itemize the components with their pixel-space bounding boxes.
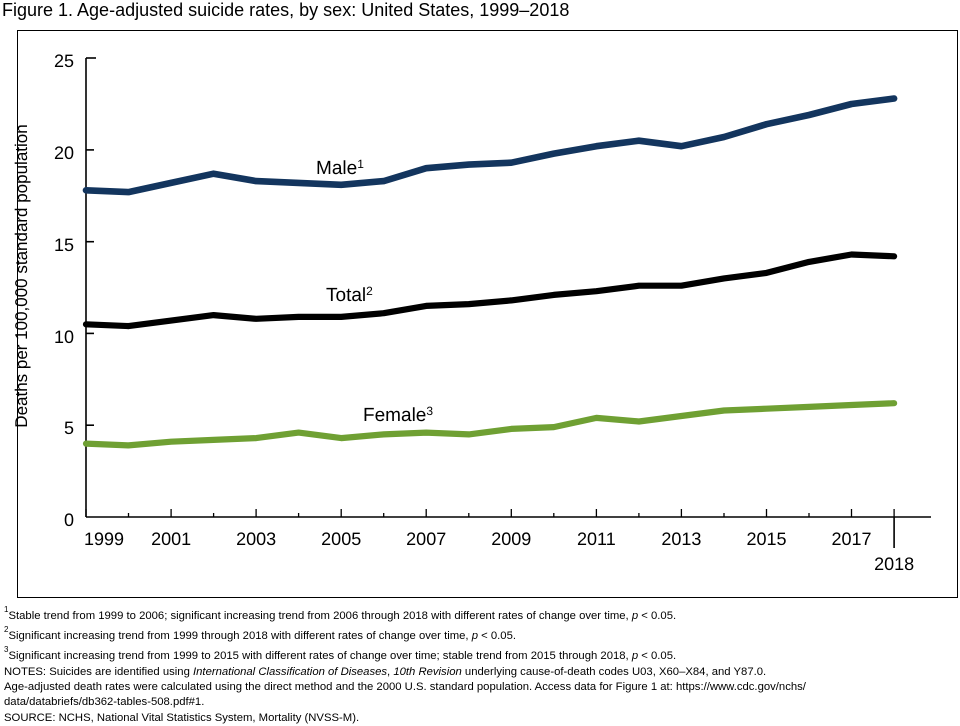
svg-text:Total2: Total2 [326,284,373,306]
svg-text:Deaths per 100,000 standard po: Deaths per 100,000 standard population [12,124,31,427]
svg-text:2017: 2017 [831,529,871,549]
svg-text:Male1: Male1 [316,157,364,179]
svg-text:2009: 2009 [491,529,531,549]
svg-text:10: 10 [54,327,74,347]
svg-text:5: 5 [64,418,74,438]
svg-text:25: 25 [54,51,74,71]
svg-text:2015: 2015 [746,529,786,549]
svg-text:15: 15 [54,235,74,255]
svg-text:2011: 2011 [577,529,616,549]
svg-text:2001: 2001 [151,529,191,549]
svg-text:2005: 2005 [321,529,361,549]
svg-text:2003: 2003 [236,529,276,549]
svg-text:2018: 2018 [874,554,914,574]
svg-text:0: 0 [64,510,74,530]
svg-text:Female3: Female3 [363,404,433,426]
svg-text:1999: 1999 [84,529,124,549]
svg-text:20: 20 [54,143,74,163]
svg-text:2013: 2013 [661,529,701,549]
svg-text:2007: 2007 [406,529,446,549]
